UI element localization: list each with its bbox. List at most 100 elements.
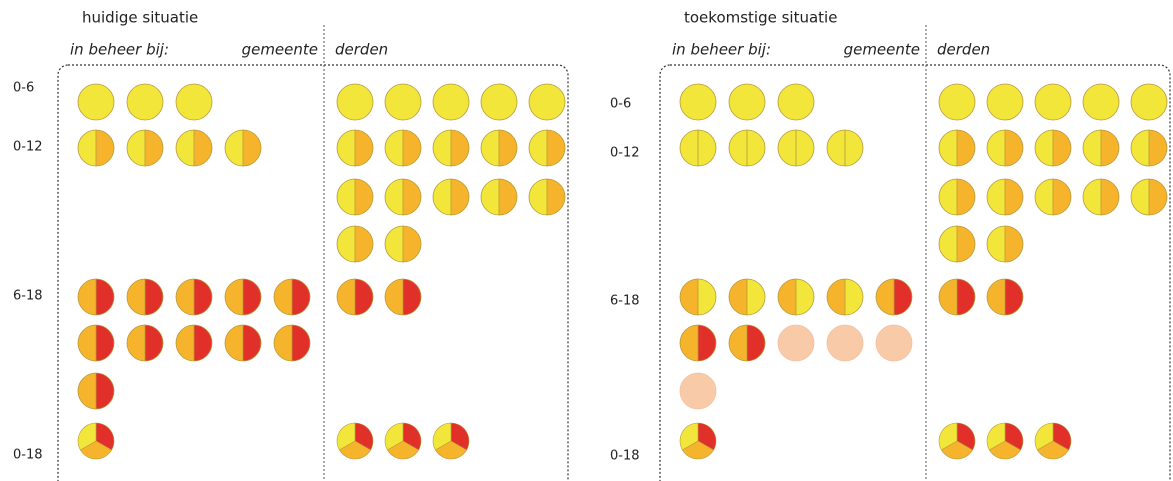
circle-icon (336, 129, 374, 167)
outline (986, 278, 1024, 316)
outline (175, 129, 213, 167)
outline (1034, 178, 1072, 216)
outline (938, 225, 976, 263)
panel-title: huidige situatie (82, 9, 198, 27)
sector (435, 440, 467, 460)
half-left (337, 279, 355, 315)
half-left (337, 179, 355, 215)
half-left (481, 179, 499, 215)
disc (680, 373, 716, 409)
circle-icon (1082, 83, 1120, 121)
sector (1034, 422, 1054, 451)
circle-icon (826, 129, 864, 167)
circle-icon (679, 129, 717, 167)
outline (986, 83, 1024, 121)
row-label: 0-12 (610, 146, 640, 161)
outline (986, 178, 1024, 216)
half-right (796, 279, 814, 315)
circle-icon (336, 422, 374, 460)
circle-icon (1034, 83, 1072, 121)
half-right (403, 130, 421, 166)
half-left (274, 279, 292, 315)
half-left (127, 325, 145, 361)
circle-icon (986, 278, 1024, 316)
outline (175, 324, 213, 362)
row-label: 0-18 (13, 448, 43, 463)
disc (127, 84, 163, 120)
outline (938, 278, 976, 316)
outline (273, 278, 311, 316)
disc (337, 84, 373, 120)
group-label: gemeente (844, 41, 920, 59)
half-left (385, 130, 403, 166)
half-right (1149, 179, 1167, 215)
disc (176, 84, 212, 120)
half-left (1035, 130, 1053, 166)
circle-icon (777, 324, 815, 362)
outline (679, 83, 717, 121)
half-left (680, 130, 698, 166)
half-left (1131, 130, 1149, 166)
outline (679, 372, 717, 410)
outline (480, 83, 518, 121)
half-left (78, 325, 96, 361)
circle-icon (986, 178, 1024, 216)
circle-icon (224, 324, 262, 362)
outline (528, 83, 566, 121)
circle-icon (336, 83, 374, 121)
circle-icon (126, 278, 164, 316)
half-right (403, 179, 421, 215)
frame (57, 64, 569, 481)
half-right (957, 179, 975, 215)
half-left (1083, 179, 1101, 215)
group-label: gemeente (242, 41, 318, 59)
outline (77, 372, 115, 410)
half-left (827, 130, 845, 166)
half-left (939, 179, 957, 215)
circle-icon (384, 278, 422, 316)
circle-icon (1034, 129, 1072, 167)
half-right (499, 179, 517, 215)
half-left (225, 279, 243, 315)
outline (679, 324, 717, 362)
half-left (987, 279, 1005, 315)
half-right (747, 130, 765, 166)
circle-icon (77, 422, 115, 460)
outline (1082, 83, 1120, 121)
outline (679, 129, 717, 167)
half-right (145, 130, 163, 166)
half-left (876, 279, 894, 315)
circle-icon (528, 83, 566, 121)
sector (336, 422, 356, 451)
half-right (292, 279, 310, 315)
outline (175, 278, 213, 316)
circle-icon (432, 83, 470, 121)
half-right (145, 279, 163, 315)
outline (1130, 178, 1168, 216)
outline (1130, 129, 1168, 167)
outline (336, 178, 374, 216)
circle-icon (728, 83, 766, 121)
outline (938, 83, 976, 121)
disc (876, 325, 912, 361)
half-left (433, 130, 451, 166)
half-right (355, 179, 373, 215)
disc (385, 84, 421, 120)
circle-icon (175, 129, 213, 167)
half-right (96, 130, 114, 166)
half-left (939, 226, 957, 262)
half-left (385, 179, 403, 215)
circle-icon (826, 324, 864, 362)
outline (384, 225, 422, 263)
disc (987, 84, 1023, 120)
half-left (481, 130, 499, 166)
half-right (698, 279, 716, 315)
circle-icon (336, 178, 374, 216)
half-left (274, 325, 292, 361)
half-right (894, 279, 912, 315)
row-label: 0-6 (13, 81, 34, 96)
half-right (355, 130, 373, 166)
circle-icon (777, 278, 815, 316)
circle-icon (679, 278, 717, 316)
circle-icon (938, 178, 976, 216)
